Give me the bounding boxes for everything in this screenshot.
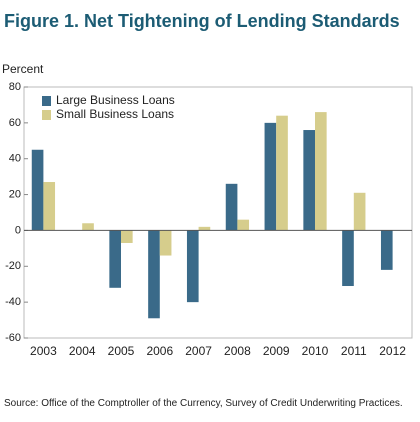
plot-frame <box>23 86 413 339</box>
bar <box>342 230 354 287</box>
source: Source: Office of the Comptroller of the… <box>4 398 403 409</box>
y-tick-label: 20 <box>9 188 21 200</box>
x-tick-label: 2011 <box>341 344 367 358</box>
x-tick-label: 2003 <box>30 344 57 358</box>
chart-title: Figure 1. Net Tightening of Lending Stan… <box>4 11 400 31</box>
bar <box>303 130 315 231</box>
bar <box>225 183 238 231</box>
bar <box>380 230 393 270</box>
bar <box>353 192 366 231</box>
x-tick-label: 2005 <box>108 344 135 358</box>
x-tick-label: 2012 <box>379 344 406 358</box>
bar <box>159 230 172 256</box>
legend-swatch <box>42 96 51 106</box>
bar <box>43 182 56 231</box>
legend-label: Small Business Loans <box>56 107 174 121</box>
y-tick-label: -20 <box>5 260 21 272</box>
y-tick-label: -60 <box>5 332 21 344</box>
bar <box>315 112 327 231</box>
chart: Figure 1. Net Tightening of Lending Stan… <box>2 11 413 358</box>
legend-label: Large Business Loans <box>56 93 175 107</box>
bar <box>148 230 160 319</box>
bar <box>237 219 250 231</box>
y-tick-label: 0 <box>15 224 21 236</box>
bar <box>264 122 277 231</box>
bar <box>82 223 94 231</box>
bar <box>121 230 133 243</box>
y-tick-label: 80 <box>9 81 21 93</box>
x-tick-label: 2008 <box>224 344 251 358</box>
bar <box>186 230 199 303</box>
x-tick-label: 2009 <box>263 344 290 358</box>
bar <box>31 149 44 231</box>
y-tick-label: -40 <box>5 296 21 308</box>
y-tick-label: 60 <box>9 117 21 129</box>
x-tick-label: 2004 <box>69 344 96 358</box>
y-axis-label: Percent <box>2 62 44 76</box>
x-tick-label: 2006 <box>146 344 173 358</box>
x-tick-label: 2007 <box>185 344 212 358</box>
bar <box>198 226 211 231</box>
x-tick-label: 2010 <box>302 344 329 358</box>
bar <box>109 230 121 288</box>
legend-swatch <box>42 110 51 120</box>
bar <box>276 115 288 231</box>
y-tick-label: 40 <box>9 153 21 165</box>
